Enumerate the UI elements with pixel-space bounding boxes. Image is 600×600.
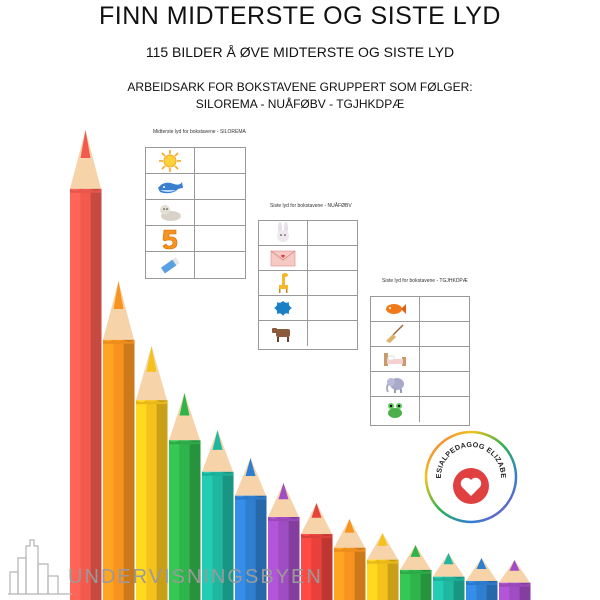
pencil: [201, 430, 234, 600]
worksheet-grid: [145, 147, 246, 279]
pencil: [301, 503, 333, 600]
worksheet-silorema: Midterste lyd for bokstavene - SILOREMA: [145, 129, 246, 135]
paint-splash-icon: [259, 296, 308, 320]
worksheet-title: Midterste lyd for bokstavene - SILOREMA: [153, 129, 246, 135]
worksheet-row: [146, 226, 245, 252]
sun-icon: [146, 148, 195, 173]
worksheet-grid: [258, 220, 358, 350]
heart-icon: [460, 477, 482, 496]
page-title: FINN MIDTERSTE OG SISTE LYD: [99, 2, 501, 30]
brand-name: UNDERVISNINGSBYEN: [68, 566, 323, 588]
pencil: [433, 553, 465, 600]
worksheet-tgjhkdpae: Siste lyd for bokstavene - TGJHKDPÆ: [370, 278, 468, 284]
number-five-icon: [146, 226, 195, 251]
whale-icon: [146, 174, 195, 199]
giraffe-icon: [259, 271, 308, 295]
worksheet-row: [259, 321, 357, 346]
worksheet-row: [371, 297, 469, 322]
envelope-icon: [259, 246, 308, 270]
page-subtitle: 115 BILDER Å ØVE MIDTERSTE OG SISTE LYD: [145, 44, 455, 60]
worksheet-row: [371, 372, 469, 397]
worksheet-title: Siste lyd for bokstavene - TGJHKDPÆ: [382, 278, 468, 284]
worksheet-row: [371, 347, 469, 372]
worksheet-row: [259, 296, 357, 321]
pencil: [235, 458, 267, 600]
pencil: [367, 533, 399, 600]
worksheet-grid: [370, 296, 470, 426]
worksheet-row: [259, 271, 357, 296]
pencil: [499, 560, 531, 600]
fish-icon: [371, 297, 420, 321]
pencil: [103, 281, 135, 600]
spesialpedagog-badge: SPESIALPEDAGOG ELIZABETH: [424, 430, 518, 524]
glue-stick-icon: [146, 252, 195, 278]
pencil: [135, 346, 168, 600]
city-skyline-icon: [8, 539, 72, 595]
rabbit-icon: [259, 221, 308, 245]
worksheet-row: [259, 221, 357, 246]
worksheet-row: [146, 200, 245, 226]
worksheet-title: Siste lyd for bokstavene - NUÅFØBV: [270, 203, 352, 209]
worksheet-row: [146, 252, 245, 278]
pencil: [168, 393, 201, 600]
worksheet-nuafobv: Siste lyd for bokstavene - NUÅFØBV: [258, 203, 352, 209]
bed-icon: [371, 347, 420, 371]
worksheet-row: [259, 246, 357, 271]
worksheet-row: [146, 174, 245, 200]
worksheet-row: [371, 397, 469, 422]
frog-icon: [371, 397, 420, 422]
broom-icon: [371, 322, 420, 346]
elephant-icon: [371, 372, 420, 396]
pencil: [70, 130, 102, 600]
cow-icon: [259, 321, 308, 346]
pencil: [400, 545, 432, 600]
worksheet-row: [371, 322, 469, 347]
description-line-2: SILOREMA - NUÅFØBV - TGJHKDPÆ: [195, 97, 405, 111]
seal-icon: [146, 200, 195, 225]
pencil: [268, 483, 300, 600]
pencil: [466, 558, 498, 600]
description-line-1: ARBEIDSARK FOR BOKSTAVENE GRUPPERT SOM F…: [127, 80, 473, 94]
worksheet-row: [146, 148, 245, 174]
pencil: [334, 519, 366, 600]
